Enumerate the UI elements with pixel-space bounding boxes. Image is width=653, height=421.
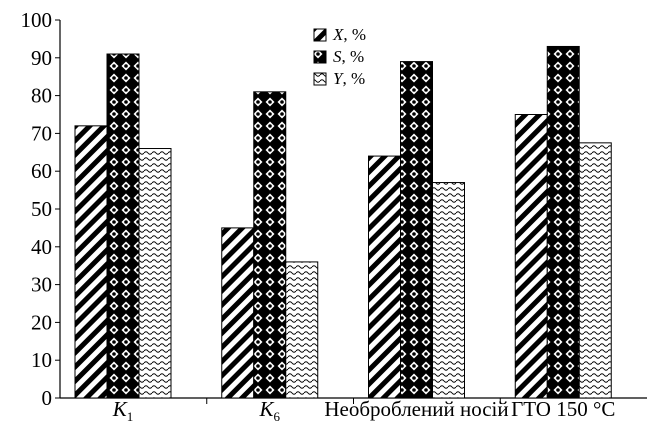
y-tick-label: 50 xyxy=(31,197,52,221)
legend-entry: X, % xyxy=(332,25,366,44)
legend-swatch-s xyxy=(313,50,327,64)
bars xyxy=(74,45,612,399)
legend-entry: Y, % xyxy=(333,69,365,88)
legend-series-name: X xyxy=(332,25,344,44)
legend-series-name: S xyxy=(333,47,342,66)
y-tick-label: 0 xyxy=(42,386,53,410)
category-label-subscript: 6 xyxy=(274,409,281,421)
bar-s-3 xyxy=(546,45,580,399)
y-tick-label: 40 xyxy=(31,235,52,259)
legend-entry: S, % xyxy=(333,47,364,66)
legend-series-name: Y xyxy=(333,69,344,88)
bar-x-0 xyxy=(74,125,108,399)
y-tick-label: 30 xyxy=(31,273,52,297)
bar-s-0 xyxy=(106,53,140,399)
y-tick-label: 10 xyxy=(31,348,52,372)
legend-swatch-y xyxy=(313,72,327,86)
legend-series-unit: , % xyxy=(343,25,366,44)
bar-y-0 xyxy=(138,148,172,399)
bar-x-3 xyxy=(514,114,548,399)
category-label: K6 xyxy=(258,397,280,421)
category-label: ГТО 150 °С xyxy=(511,397,615,421)
legend-series-unit: , % xyxy=(342,69,365,88)
y-tick-label: 100 xyxy=(21,8,53,32)
bar-s-1 xyxy=(253,91,287,399)
y-tick-label: 20 xyxy=(31,310,52,334)
category-label-base: K xyxy=(258,397,274,421)
bar-y-3 xyxy=(578,142,612,399)
y-tick-label: 70 xyxy=(31,121,52,145)
category-label: K1 xyxy=(112,397,134,421)
bar-x-1 xyxy=(221,227,255,399)
y-tick-label: 90 xyxy=(31,46,52,70)
category-label-base: ГТО 150 °С xyxy=(511,397,615,421)
legend: X, %S, %Y, % xyxy=(313,25,366,88)
y-tick-label: 80 xyxy=(31,84,52,108)
bar-y-2 xyxy=(432,182,465,399)
y-tick-label: 60 xyxy=(31,159,52,183)
legend-series-unit: , % xyxy=(342,47,365,66)
legend-swatch-x xyxy=(313,28,327,42)
category-labels: K1 K6 Необроблений носій ГТО 150 °С xyxy=(112,397,616,421)
category-label-base: Необроблений носій xyxy=(324,397,508,421)
bar-x-2 xyxy=(368,155,401,399)
category-label-base: K xyxy=(112,397,128,421)
bar-s-2 xyxy=(400,61,433,399)
bar-y-1 xyxy=(285,261,319,399)
category-label: Необроблений носій xyxy=(324,397,508,421)
category-label-subscript: 1 xyxy=(127,409,134,421)
axes: 0 10 20 30 40 50 60 70 80 90 100 xyxy=(21,8,647,410)
